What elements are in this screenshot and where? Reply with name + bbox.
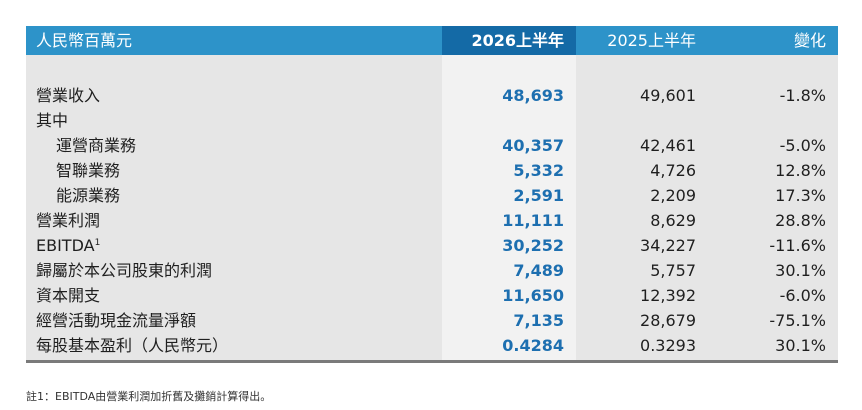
current-period-header: 2026上半年 [471,31,564,50]
row-label: EBITDA1 [36,236,100,256]
prior-value: 42,461 [640,136,696,155]
row-label: 歸屬於本公司股東的利潤 [36,261,213,280]
change-value: -5.0% [779,136,826,155]
change-value: 30.1% [775,336,826,355]
table-row: 歸屬於本公司股東的利潤 7,489 5,757 30.1% [26,259,838,284]
prior-value: 28,679 [640,311,696,330]
row-label: 能源業務 [56,186,121,205]
table-header: 人民幣百萬元 2026上半年 2025上半年 變化 [26,26,838,55]
row-label: 智聯業務 [56,161,121,180]
table-row: 營業利潤 11,111 8,629 28.8% [26,209,838,234]
row-label: 營業利潤 [36,211,101,230]
current-value: 30,252 [502,236,564,255]
table-row: 經營活動現金流量淨額 7,135 28,679 -75.1% [26,309,838,334]
table-body [26,55,838,360]
change-value: 28.8% [775,211,826,230]
table-row: EBITDA1 30,252 34,227 -11.6% [26,234,838,259]
row-label: 營業收入 [36,86,101,105]
current-value: 7,135 [513,311,564,330]
current-period-header-bg [442,26,576,55]
prior-value: 4,726 [650,161,696,180]
table-row: 其中 [26,109,838,134]
table-bottom-rule [26,360,838,363]
row-label: 資本開支 [36,286,101,305]
current-value: 7,489 [513,261,564,280]
row-label: 其中 [36,111,69,130]
table-row: 能源業務 2,591 2,209 17.3% [26,184,838,209]
table-row: 每股基本盈利（人民幣元） 0.4284 0.3293 30.1% [26,334,838,359]
prior-value: 49,601 [640,86,696,105]
prior-value: 0.3293 [640,336,696,355]
footnote: 註1：EBITDA由營業利潤加折舊及攤銷計算得出。 [26,390,272,403]
current-value: 0.4284 [502,336,564,355]
prior-value: 34,227 [640,236,696,255]
prior-value: 2,209 [650,186,696,205]
unit-label: 人民幣百萬元 [36,31,133,50]
change-header: 變化 [793,31,826,50]
current-value: 11,650 [502,286,564,305]
change-value: -1.8% [779,86,826,105]
current-value: 40,357 [502,136,564,155]
row-label-text: EBITDA [36,236,95,255]
current-value: 5,332 [513,161,564,180]
change-value: -6.0% [779,286,826,305]
change-value: 30.1% [775,261,826,280]
prior-value: 12,392 [640,286,696,305]
table-row: 智聯業務 5,332 4,726 12.8% [26,159,838,184]
table-row: 營業收入 48,693 49,601 -1.8% [26,84,838,109]
change-value: -75.1% [769,311,826,330]
current-value: 11,111 [502,211,564,230]
current-period-column-bg [442,55,576,360]
change-value: 12.8% [775,161,826,180]
table-row: 資本開支 11,650 12,392 -6.0% [26,284,838,309]
table-row: 運營商業務 40,357 42,461 -5.0% [26,134,838,159]
row-label: 運營商業務 [56,136,137,155]
change-value: -11.6% [769,236,826,255]
table-rows: 營業收入 48,693 49,601 -1.8% 其中 運營商業務 40,357… [26,84,838,359]
current-value: 48,693 [502,86,564,105]
prior-value: 8,629 [650,211,696,230]
current-value: 2,591 [513,186,564,205]
change-value: 17.3% [775,186,826,205]
prior-period-header: 2025上半年 [607,31,696,50]
row-label: 每股基本盈利（人民幣元） [36,336,229,355]
prior-value: 5,757 [650,261,696,280]
row-label: 經營活動現金流量淨額 [36,311,197,330]
footnote-marker: 1 [94,238,101,248]
